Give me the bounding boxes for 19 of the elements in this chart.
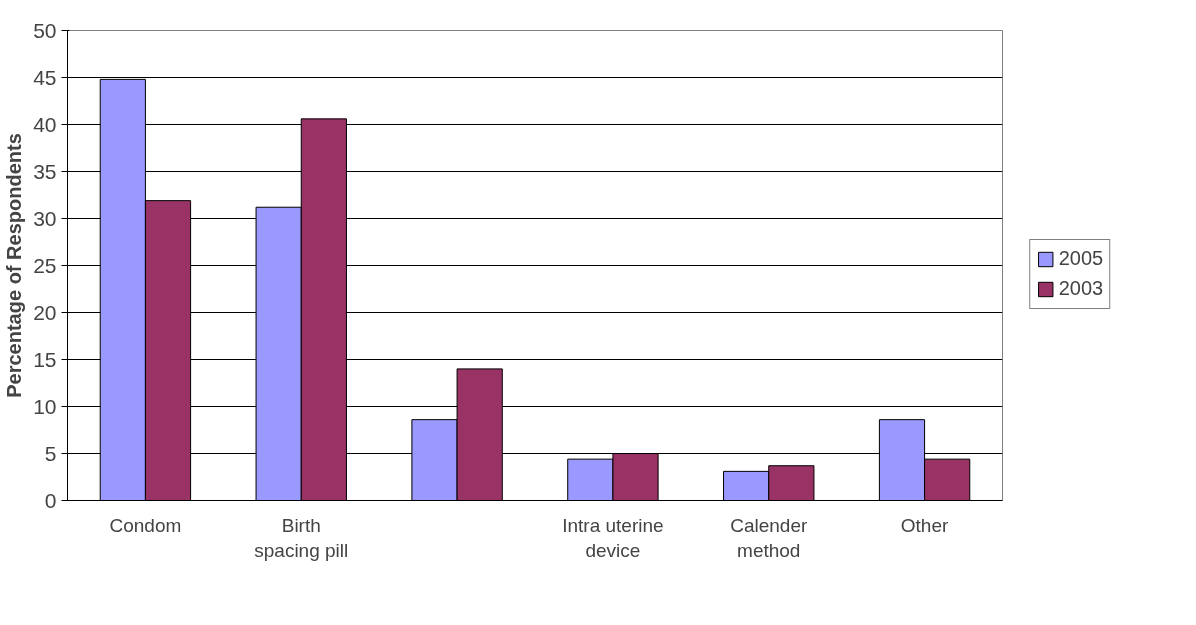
y-tick-label: 40 — [33, 112, 57, 136]
y-tick-label: 20 — [33, 300, 57, 324]
x-tick-label: Condom — [109, 514, 182, 536]
y-tick-label: 5 — [44, 441, 57, 465]
x-tick-label: Intra uterine device — [562, 514, 664, 561]
y-tick-label: 30 — [33, 206, 57, 230]
y-tick-label: 10 — [33, 394, 57, 418]
y-tick-label: 45 — [33, 65, 57, 89]
y-tick-label: 15 — [33, 347, 57, 371]
legend-label: 2003 — [1058, 276, 1104, 301]
y-axis-title: Percentage of Respondents — [3, 133, 26, 398]
y-tick-label: 25 — [33, 253, 57, 277]
legend-label: 2005 — [1058, 246, 1104, 271]
y-tick-label: 0 — [44, 488, 57, 512]
x-tick-label: Birth spacing pill — [254, 514, 349, 561]
y-tick-label: 35 — [33, 159, 57, 183]
x-tick-label: Calender method — [730, 514, 808, 561]
x-tick-label: Other — [900, 514, 950, 536]
y-tick-label: 50 — [33, 18, 57, 42]
